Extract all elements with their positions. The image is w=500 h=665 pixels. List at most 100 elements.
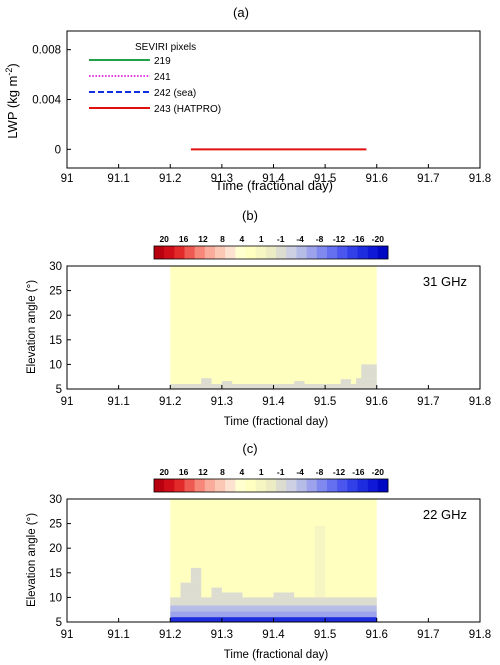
- colorbar-swatch-b: [286, 246, 297, 259]
- x-tick-label-a: 91: [61, 173, 74, 185]
- x-axis-label-c: Time (fractional day): [224, 649, 329, 661]
- colorbar-label-c: 20: [159, 467, 169, 477]
- colorbar-swatch-c: [377, 479, 389, 492]
- colorbar-swatch-c: [184, 479, 195, 492]
- x-tick-label-a: 91.3: [211, 173, 233, 185]
- y-axis-label-a: LWP (kg m-2): [4, 63, 20, 138]
- colorbar-swatch-b: [306, 246, 318, 259]
- y-tick-label-b: 20: [49, 310, 62, 322]
- colorbar-swatch-c: [347, 479, 358, 492]
- panel-label-c: (c): [242, 441, 257, 456]
- panel-label-a: (a): [233, 5, 249, 20]
- colorbar-swatch-c: [215, 479, 226, 492]
- frequency-label-b: 31 GHz: [423, 274, 467, 289]
- x-tick-label-a: 91.7: [417, 173, 439, 185]
- colorbar-swatch-c: [204, 479, 216, 492]
- colorbar-label-b: -20: [372, 234, 385, 244]
- x-ticks-a: 91 91.1 91.2 91.3 91.4 91.5 91.6 91.7 91.8: [61, 164, 491, 185]
- colorbar-label-c: 8: [220, 467, 225, 477]
- colorbar-label-b: 4: [239, 234, 244, 244]
- legend-a: SEVIRI pixels 219 241 242 (sea) 243 (HATPRO…: [89, 42, 221, 115]
- x-tick-label-c: 91.8: [469, 629, 491, 641]
- colorbar-swatch-b: [347, 246, 358, 259]
- legend-label-241: 241: [154, 72, 171, 83]
- legend-label-242: 242 (sea): [154, 88, 196, 99]
- colorbar-swatch-c: [296, 479, 307, 492]
- colorbar-label-b: -8: [316, 234, 324, 244]
- x-ticks-c: 91 91.1 91.2 91.3 91.4 91.5 91.6 91.7 91.8: [61, 618, 491, 641]
- y-ticks-c: 5 10 15 20 25 30: [49, 494, 71, 629]
- legend-label-219: 219: [154, 56, 171, 67]
- x-axis-label-a: Time (fractional day): [215, 178, 333, 193]
- heatmap-cell-b: [201, 378, 212, 385]
- x-tick-label-a: 91.6: [366, 173, 388, 185]
- heatmap-cells-c: [170, 499, 377, 622]
- heatmap-cell-c: [273, 592, 295, 598]
- legend-label-243: 243 (HATPRO): [154, 104, 221, 115]
- colorbar-swatch-c: [245, 479, 257, 492]
- colorbar-swatch-b: [194, 246, 206, 259]
- x-ticks-b: 91 91.1 91.2 91.3 91.4 91.5 91.6 91.7 91.8: [61, 385, 491, 408]
- y-tick-label-c: 5: [56, 617, 62, 629]
- x-tick-label-b: 91.7: [417, 396, 439, 408]
- colorbar-label-c: -8: [316, 467, 324, 477]
- colorbar-label-b: 8: [220, 234, 225, 244]
- y-ticks-a: 0 0.004 0.008: [32, 45, 71, 156]
- colorbar-swatch-b: [164, 246, 175, 259]
- heatmap-cell-b: [340, 379, 351, 385]
- colorbar-label-b: -12: [333, 234, 346, 244]
- colorbar-swatch-c: [255, 479, 267, 492]
- x-tick-label-c: 91.6: [366, 629, 388, 641]
- panel-label-b: (b): [242, 208, 258, 223]
- colorbar-label-c: 1: [259, 467, 264, 477]
- colorbar-swatch-b: [357, 246, 368, 259]
- heatmap-cell-c: [211, 587, 222, 598]
- x-tick-label-b: 91.4: [262, 396, 285, 408]
- colorbar-label-b: 1: [259, 234, 264, 244]
- y-tick-label-c: 20: [49, 543, 62, 555]
- colorbar-c: 20 16 12 8 4 1 -1 -4 -8 -12 -16 -20: [153, 467, 389, 493]
- y-tick-label-a: 0.004: [32, 95, 61, 107]
- colorbar-swatch-c: [164, 479, 175, 492]
- colorbar-label-b: -1: [277, 234, 285, 244]
- x-tick-label-a: 91.1: [107, 173, 129, 185]
- heatmap-cell-c: [170, 611, 377, 618]
- y-tick-label-c: 30: [49, 494, 62, 506]
- colorbar-swatch-c: [367, 479, 379, 492]
- y-tick-label-b: 25: [49, 286, 62, 298]
- colorbar-swatch-b: [204, 246, 216, 259]
- colorbar-swatch-b: [337, 246, 348, 259]
- heatmap-cell-c: [190, 567, 202, 583]
- colorbar-swatch-c: [306, 479, 318, 492]
- x-tick-label-b: 91.5: [314, 396, 336, 408]
- plot-frame-a: [66, 30, 481, 169]
- colorbar-swatch-b: [276, 246, 287, 259]
- x-tick-label-c: 91: [61, 629, 74, 641]
- x-tick-label-b: 91.2: [159, 396, 181, 408]
- x-tick-label-c: 91.5: [314, 629, 336, 641]
- colorbar-swatch-b: [154, 246, 165, 259]
- y-tick-label-c: 25: [49, 519, 62, 531]
- y-tick-label-b: 30: [49, 261, 62, 273]
- x-axis-label-b: Time (fractional day): [224, 416, 329, 428]
- colorbar-swatch-c: [154, 479, 165, 492]
- colorbar-swatch-b: [245, 246, 257, 259]
- y-tick-label-c: 15: [49, 568, 62, 580]
- heatmap-cells-b: [170, 266, 377, 389]
- heatmap-cell-c: [314, 526, 326, 598]
- x-tick-label-a: 91.2: [159, 173, 181, 185]
- colorbar-swatch-b: [184, 246, 195, 259]
- colorbar-swatch-b: [235, 246, 246, 259]
- colorbar-swatch-b: [265, 246, 277, 259]
- colorbar-label-c: -4: [296, 467, 304, 477]
- heatmap-cell-b: [356, 378, 377, 385]
- colorbar-swatch-c: [337, 479, 348, 492]
- heatmap-cell-c: [221, 592, 243, 598]
- colorbar-swatch-b: [367, 246, 379, 259]
- colorbar-label-c: -1: [277, 467, 285, 477]
- colorbar-label-c: 4: [239, 467, 244, 477]
- heatmap-cell-b: [294, 381, 305, 385]
- y-axis-label-b: Elevation angle (°): [26, 280, 38, 374]
- colorbar-swatch-c: [316, 479, 328, 492]
- heatmap-cell-b: [361, 364, 377, 379]
